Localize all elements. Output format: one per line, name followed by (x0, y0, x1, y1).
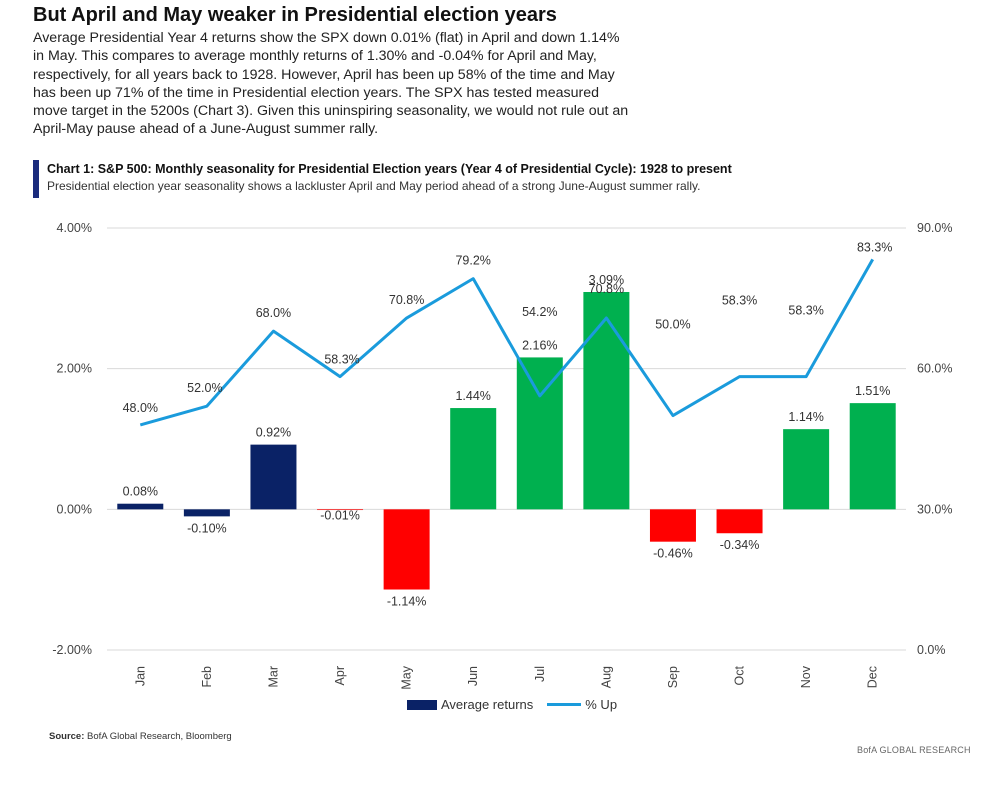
y-left-tick-label: 0.00% (57, 502, 92, 516)
intro-paragraph: Average Presidential Year 4 returns show… (33, 30, 629, 138)
line-value-label: 70.8% (589, 282, 624, 296)
x-tick-label: May (400, 665, 414, 689)
line-value-label: 54.2% (522, 305, 557, 319)
y-left-tick-label: -2.00% (52, 643, 92, 657)
line-value-label: 52.0% (187, 381, 222, 395)
line-value-label: 58.3% (722, 294, 757, 308)
legend-swatch-line (547, 703, 582, 706)
bar-layer (117, 292, 896, 590)
bar-mar (250, 444, 297, 510)
y-left-tick-label: 4.00% (57, 221, 92, 235)
line-value-label: 58.3% (788, 304, 823, 318)
bar-apr (317, 509, 364, 511)
axis-layer: -2.00% 0.00% 2.00% 4.00% 0.0% 30.0% 60.0% 90.0%… (52, 221, 952, 690)
bar-value-label: -0.46% (653, 547, 693, 561)
legend-label-average-returns: Average returns (441, 697, 534, 712)
chart-subtitle: Presidential election year seasonality s… (47, 179, 701, 193)
bar-value-label: -0.10% (187, 521, 227, 535)
bar-jul (516, 357, 563, 510)
y-left-tick-label: 2.00% (57, 362, 92, 376)
bar-jan (117, 503, 164, 510)
bar-value-label: 0.92% (256, 426, 291, 440)
line-value-label: 50.0% (655, 318, 690, 332)
bar-oct (716, 509, 763, 534)
x-tick-label: Oct (733, 665, 747, 685)
bar-value-label: 0.08% (123, 485, 158, 499)
bar-value-label: 1.14% (788, 410, 823, 424)
bar-value-label: -0.34% (720, 538, 760, 552)
legend-swatch-bar (407, 699, 437, 710)
brand-footer: BofA GLOBAL RESEARCH (857, 745, 971, 755)
x-tick-label: Mar (266, 666, 280, 688)
source-text: BofA Global Research, Bloomberg (87, 731, 232, 742)
legend-item-pct-up: % Up (547, 697, 617, 712)
legend-label-pct-up: % Up (585, 697, 618, 712)
x-tick-label: Feb (200, 666, 214, 688)
chart-legend: Average returns % Up (407, 697, 631, 712)
bar-nov (783, 429, 830, 510)
y-right-tick-label: 0.0% (917, 643, 946, 657)
line-value-label: 58.3% (324, 353, 359, 367)
x-tick-label: Apr (333, 666, 347, 685)
bar-value-label: -1.14% (387, 595, 427, 609)
x-tick-label: Aug (599, 666, 613, 688)
source-note: Source: BofA Global Research, Bloomberg (49, 731, 232, 742)
bar-value-label: -0.01% (320, 508, 360, 522)
bar-value-label: 3.09% (589, 273, 624, 287)
bar-value-label: 2.16% (522, 338, 557, 352)
x-tick-label: Dec (866, 666, 880, 688)
bar-sep (649, 509, 696, 542)
x-tick-label: Jul (533, 666, 547, 682)
bar-value-label: 1.44% (455, 389, 490, 403)
bar-aug (583, 292, 630, 510)
label-layer: 0.08% -0.10% 0.92% -0.01% -1.14% 1.44% 2.16% 3.… (123, 240, 893, 608)
chart-canvas: 0.08% -0.10% 0.92% -0.01% -1.14% 1.44% 2.16% 3.… (52, 221, 952, 690)
bar-may (383, 509, 430, 590)
headline: But April and May weaker in Presidential… (33, 4, 557, 26)
line-value-label: 79.2% (455, 254, 490, 268)
chart-header: Chart 1: S&P 500: Monthly seasonality fo… (33, 160, 732, 198)
bar-feb (183, 509, 230, 517)
line-value-label: 48.0% (123, 401, 158, 415)
y-right-tick-label: 60.0% (917, 362, 952, 376)
y-right-tick-label: 90.0% (917, 221, 952, 235)
x-tick-label: Jun (466, 666, 480, 686)
line-value-label: 68.0% (256, 306, 291, 320)
chart-title: Chart 1: S&P 500: Monthly seasonality fo… (47, 162, 732, 176)
y-right-tick-label: 30.0% (917, 502, 952, 516)
source-label: Source: (49, 731, 85, 742)
pct-up-line (139, 258, 875, 427)
line-layer (139, 258, 875, 427)
line-value-label: 83.3% (857, 240, 892, 254)
x-tick-label: Sep (666, 666, 680, 688)
line-value-label: 70.8% (389, 293, 424, 307)
bar-value-label: 1.51% (855, 384, 890, 398)
x-tick-label: Jan (133, 666, 147, 686)
x-tick-label: Nov (799, 665, 813, 688)
legend-item-average-returns: Average returns (407, 697, 533, 712)
bar-dec (849, 403, 896, 510)
bar-jun (450, 408, 497, 510)
